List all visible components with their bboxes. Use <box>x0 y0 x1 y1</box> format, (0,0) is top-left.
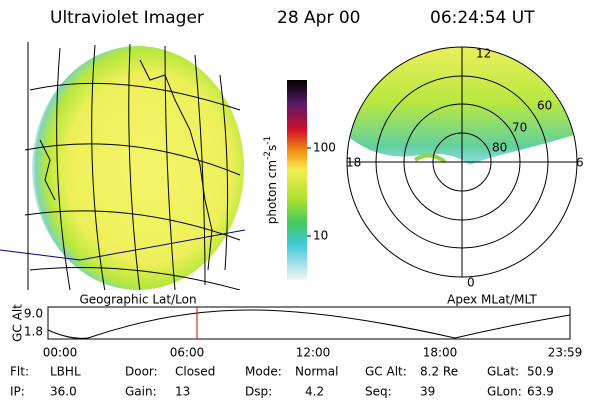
colorbar-label: photon cm-2s-1 <box>263 136 279 225</box>
field-value: Normal <box>295 365 338 379</box>
altitude-ylabel: GC Alt <box>11 304 25 342</box>
field-label: IP: <box>10 385 25 399</box>
date: 28 Apr 00 <box>277 8 360 28</box>
lat-label: 60 <box>537 99 552 113</box>
altitude-ytick: 9.0 <box>24 307 43 321</box>
altitude-xtick: 18:00 <box>423 346 458 360</box>
field-value: 63.9 <box>527 385 554 399</box>
colorbar-tick: 10 <box>313 229 328 243</box>
field-label: Mode: <box>245 365 282 379</box>
mlt-label: 12 <box>476 47 491 61</box>
altitude-curve <box>47 309 571 339</box>
map-caption: Geographic Lat/Lon <box>79 293 196 307</box>
lat-label: 80 <box>492 141 507 155</box>
time: 06:24:54 UT <box>430 8 535 28</box>
colorbar <box>287 80 307 280</box>
polar-caption: Apex MLat/MLT <box>447 293 537 307</box>
altitude-frame <box>47 306 571 340</box>
field-value: 36.0 <box>50 385 77 399</box>
mlt-label: 18 <box>346 156 361 170</box>
field-label: Dsp: <box>245 385 272 399</box>
field-label: GLon: <box>487 385 522 399</box>
title: Ultraviolet Imager <box>50 8 204 28</box>
field-value: 50.9 <box>527 365 554 379</box>
altitude-xtick: 06:00 <box>170 346 205 360</box>
mlt-label: 6 <box>576 156 584 170</box>
field-label: Gain: <box>125 385 157 399</box>
field-label: Door: <box>125 365 158 379</box>
altitude-xtick: 00:00 <box>43 346 78 360</box>
mlt-label: 0 <box>467 276 475 290</box>
exponent: -2 <box>263 151 273 160</box>
field-value: 8.2 Re <box>420 365 458 379</box>
unit: photon cm <box>265 160 279 224</box>
polar-grid <box>346 46 578 278</box>
colorbar-tick: 100 <box>313 141 336 155</box>
field-label: GC Alt: <box>365 365 407 379</box>
footer: Flt: LBHL Door: Closed Mode: Normal GC Alt: 8.2… <box>10 365 554 399</box>
field-value: 4.2 <box>305 385 324 399</box>
lat-label: 70 <box>512 121 527 135</box>
altitude-xtick: 23:59 <box>548 346 583 360</box>
earth-image <box>0 42 245 290</box>
polar-image <box>347 47 577 165</box>
field-value: Closed <box>175 365 215 379</box>
field-value: 13 <box>175 385 190 399</box>
altitude-ytick: 1.8 <box>24 325 43 339</box>
field-value: 39 <box>420 385 435 399</box>
altitude-xtick: 12:00 <box>296 346 331 360</box>
exponent: -1 <box>263 136 273 145</box>
field-label: Seq: <box>365 385 392 399</box>
field-label: Flt: <box>10 365 29 379</box>
field-value: LBHL <box>50 365 81 379</box>
unit: s <box>265 145 279 151</box>
field-label: GLat: <box>487 365 519 379</box>
